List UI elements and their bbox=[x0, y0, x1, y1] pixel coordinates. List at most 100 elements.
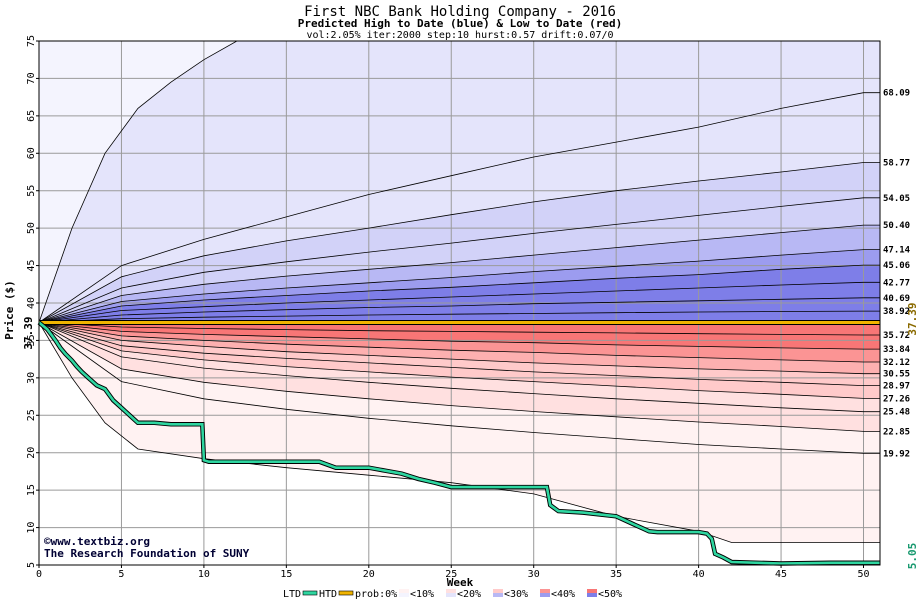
y-tick-label-10: 10 bbox=[26, 522, 37, 534]
band-low-4 bbox=[39, 322, 880, 386]
y-tick-label-55: 55 bbox=[26, 185, 37, 197]
high-curve-1 bbox=[38, 92, 880, 323]
x-tick-label-10: 10 bbox=[198, 569, 210, 580]
chart-subtitle: Predicted High to Date (blue) & Low to D… bbox=[298, 17, 623, 30]
x-axis-label: Week bbox=[447, 576, 474, 589]
curve-label-2: 58.77 bbox=[883, 158, 910, 168]
curve-label-1: 68.09 bbox=[883, 89, 910, 99]
low-curve-4 bbox=[38, 322, 880, 386]
band-low-3 bbox=[39, 322, 880, 374]
htd-series bbox=[37, 320, 880, 566]
band-high-7 bbox=[39, 265, 880, 323]
curve-label-7: 42.77 bbox=[883, 278, 910, 288]
x-tick-label-5: 5 bbox=[118, 569, 124, 580]
curve-label-5: 47.14 bbox=[883, 246, 911, 256]
legend-bin-label-1: <20% bbox=[457, 589, 481, 600]
legend-bin-swatch-low-3 bbox=[540, 589, 550, 593]
curve-label-9: 38.92 bbox=[883, 307, 910, 317]
x-tick-label-0: 0 bbox=[36, 569, 42, 580]
legend-bin-swatch-low-1 bbox=[446, 589, 456, 593]
band-high-core bbox=[39, 311, 880, 323]
low-curve-5 bbox=[38, 322, 880, 399]
band-high-4 bbox=[39, 197, 880, 323]
low-curve-8 bbox=[38, 322, 880, 454]
high-curve-8 bbox=[38, 297, 880, 323]
y-tick-label-65: 65 bbox=[26, 110, 37, 122]
current-price-label: 37.39 bbox=[906, 302, 919, 335]
x-tick-label-15: 15 bbox=[280, 569, 292, 580]
y-axis-label: Price ($) bbox=[3, 280, 16, 340]
low-curve-9 bbox=[38, 322, 880, 543]
high-curve-7 bbox=[38, 281, 880, 323]
y-tick-label-15: 15 bbox=[26, 484, 37, 496]
legend-bin-label-3: <40% bbox=[551, 589, 575, 600]
legend-bin-swatch-high-2 bbox=[493, 593, 503, 597]
band-high-outer bbox=[39, 41, 880, 323]
band-low-9 bbox=[39, 322, 880, 543]
high-curve-9 bbox=[38, 310, 880, 323]
legend-bin-label-4: <50% bbox=[598, 589, 622, 600]
curve-label-15: 27.26 bbox=[883, 394, 910, 404]
legend-htd-swatch bbox=[338, 590, 354, 596]
low-curve-1 bbox=[38, 322, 880, 350]
legend-bin-swatch-high-3 bbox=[540, 593, 550, 597]
curve-label-12: 32.12 bbox=[883, 358, 910, 368]
band-high-3 bbox=[39, 162, 880, 323]
probability-bands bbox=[39, 41, 880, 543]
y-tick-label-40: 40 bbox=[26, 297, 37, 309]
low-curve-2 bbox=[38, 322, 880, 363]
chart-params: vol:2.05% iter:2000 step:10 hurst:0.57 d… bbox=[306, 30, 613, 41]
legend-htd-label: HTD bbox=[319, 589, 337, 600]
legend-bin-swatch-high-4 bbox=[587, 593, 597, 597]
band-low-8 bbox=[39, 322, 880, 454]
curve-label-6: 45.06 bbox=[883, 261, 910, 271]
x-tick-label-50: 50 bbox=[857, 569, 869, 580]
curve-label-16: 25.48 bbox=[883, 408, 910, 418]
curve-label-10: 35.72 bbox=[883, 331, 910, 341]
band-low-7 bbox=[39, 322, 880, 432]
band-low-core bbox=[39, 322, 880, 335]
legend-bin-swatch-high-1 bbox=[446, 593, 456, 597]
credit-text: ©www.textbiz.org bbox=[44, 535, 150, 548]
curve-label-11: 33.84 bbox=[883, 345, 911, 355]
x-tick-label-35: 35 bbox=[610, 569, 622, 580]
band-high-6 bbox=[39, 249, 880, 323]
band-high-8 bbox=[39, 282, 880, 323]
last-price-label: 5.05 bbox=[906, 543, 919, 570]
curve-label-17: 22.85 bbox=[883, 427, 910, 437]
legend-ltd-label: LTD bbox=[283, 589, 301, 600]
band-high-1 bbox=[39, 41, 880, 323]
legend-bin-swatch-low-2 bbox=[493, 589, 503, 593]
y-tick-label-5: 5 bbox=[26, 562, 37, 568]
band-high-2 bbox=[39, 92, 880, 323]
htd-line bbox=[38, 321, 880, 565]
y-tick-label-25: 25 bbox=[26, 409, 37, 421]
legend-bins: <10% <20% <30% <40% <50% bbox=[399, 589, 622, 600]
legend-bin-label-2: <30% bbox=[504, 589, 528, 600]
high-curve-6 bbox=[38, 264, 880, 323]
percentile-curves bbox=[38, 40, 880, 543]
band-high-5 bbox=[39, 225, 880, 323]
start-price-label: 37.39 bbox=[22, 316, 35, 349]
x-tick-label-20: 20 bbox=[363, 569, 375, 580]
x-tick-label-40: 40 bbox=[693, 569, 705, 580]
credit-text-2: The Research Foundation of SUNY bbox=[44, 547, 250, 560]
y-tick-label-45: 45 bbox=[26, 260, 37, 272]
low-curve-6 bbox=[38, 322, 880, 413]
y-tick-label-50: 50 bbox=[26, 222, 37, 234]
curve-label-8: 40.69 bbox=[883, 294, 910, 304]
y-tick-label-30: 30 bbox=[26, 372, 37, 384]
legend-ltd-swatch bbox=[302, 590, 318, 596]
high-curve-4 bbox=[38, 224, 880, 323]
legend-prob-label: prob:0% bbox=[355, 589, 397, 600]
legend-bin-swatch-low-0 bbox=[399, 589, 409, 593]
curve-labels: 68.09 58.77 54.05 50.40 47.14 45.06 42.77 40.69… bbox=[883, 89, 911, 460]
x-tick-label-30: 30 bbox=[528, 569, 540, 580]
legend-bin-swatch-high-0 bbox=[399, 593, 409, 597]
x-tick-label-25: 25 bbox=[445, 569, 457, 580]
low-curve-7 bbox=[38, 322, 880, 432]
band-low-5 bbox=[39, 322, 880, 399]
y-tick-label-20: 20 bbox=[26, 447, 37, 459]
